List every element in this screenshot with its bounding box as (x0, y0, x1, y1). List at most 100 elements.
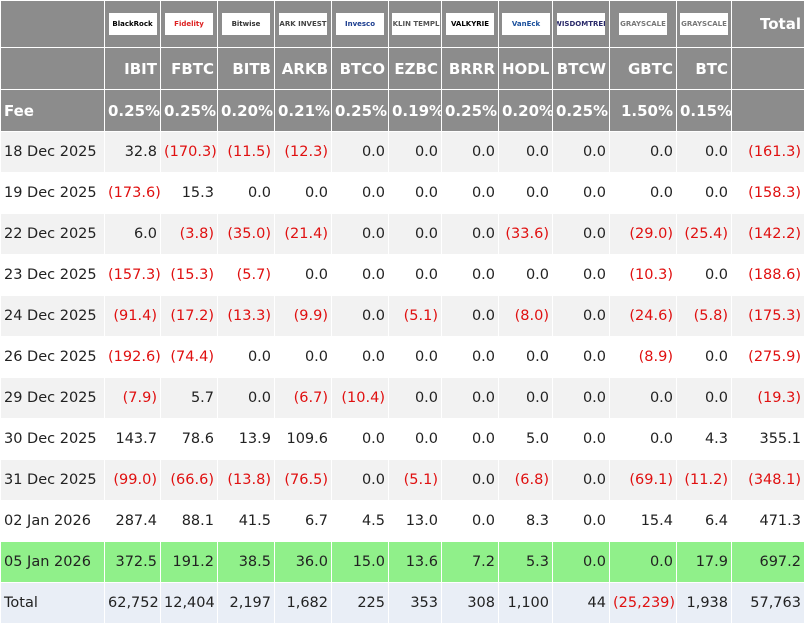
date: 23 Dec 2025 (0, 254, 105, 296)
flow-value: 13.9 (217, 418, 275, 460)
ticker: FBTC (160, 47, 218, 90)
flow-value: 0.0 (331, 131, 389, 173)
logo-row: BlackRock Fidelity Bitwise ARK INVEST Invesc… (0, 0, 804, 48)
logo-cell: WISDOMTREE (552, 0, 610, 48)
flow-value: 57,763 (731, 582, 804, 624)
flow-value: 0.0 (441, 254, 499, 296)
flow-value: 225 (331, 582, 389, 624)
flow-value: 0.0 (498, 336, 553, 378)
corner-cell (0, 0, 105, 48)
flow-value: (13.3) (217, 295, 275, 337)
flow-value: 0.0 (388, 418, 442, 460)
flow-value: 0.0 (388, 377, 442, 419)
flow-value: (91.4) (104, 295, 161, 337)
flow-value: 0.0 (676, 336, 732, 378)
flow-value: (5.7) (217, 254, 275, 296)
flow-value: 0.0 (441, 131, 499, 173)
flow-value: (6.7) (274, 377, 332, 419)
flow-value: (24.6) (609, 295, 677, 337)
flow-value: (99.0) (104, 459, 161, 501)
fee: 0.20% (217, 89, 275, 132)
flow-value: 471.3 (731, 500, 804, 542)
flow-value: 0.0 (552, 172, 610, 214)
flow-value: 0.0 (331, 295, 389, 337)
data-row: 19 Dec 2025 (173.6) 15.3 0.0 0.0 0.0 0.0 0.0 0.0… (0, 172, 804, 214)
flow-value: (8.9) (609, 336, 677, 378)
fee: 0.25% (441, 89, 499, 132)
flow-value: (158.3) (731, 172, 804, 214)
data-row: 02 Jan 2026 287.4 88.1 41.5 6.7 4.5 13.0 0.0 8.3… (0, 500, 804, 542)
logo-cell: Fidelity (160, 0, 218, 48)
flow-value: 0.0 (552, 254, 610, 296)
flow-value: 0.0 (552, 213, 610, 255)
flow-value: 17.9 (676, 541, 732, 583)
ticker: GBTC (609, 47, 677, 90)
fee-label: Fee (0, 89, 105, 132)
fee: 0.25% (104, 89, 161, 132)
blank-cell (731, 89, 804, 132)
flow-value: 0.0 (441, 459, 499, 501)
blank-cell (731, 47, 804, 90)
flow-value: (188.6) (731, 254, 804, 296)
flow-value: (10.3) (609, 254, 677, 296)
flow-value: (5.1) (388, 295, 442, 337)
flow-value: 4.3 (676, 418, 732, 460)
logo-cell: FRANKLIN TEMPLETON (388, 0, 442, 48)
flow-value: 0.0 (331, 418, 389, 460)
flow-value: (13.8) (217, 459, 275, 501)
flow-value: 0.0 (676, 172, 732, 214)
flow-value: 143.7 (104, 418, 161, 460)
flow-value: 0.0 (552, 418, 610, 460)
flow-value: 0.0 (388, 131, 442, 173)
fund-logo: GRAYSCALE (619, 13, 667, 35)
data-row: 24 Dec 2025 (91.4) (17.2) (13.3) (9.9) 0.0 (5.… (0, 295, 804, 337)
data-row: 23 Dec 2025 (157.3) (15.3) (5.7) 0.0 0.0 0.0 0.… (0, 254, 804, 296)
flow-value: (7.9) (104, 377, 161, 419)
flow-value: 308 (441, 582, 499, 624)
date: 31 Dec 2025 (0, 459, 105, 501)
flow-value: 7.2 (441, 541, 499, 583)
flow-value: 0.0 (441, 418, 499, 460)
flow-value: 6.7 (274, 500, 332, 542)
flow-value: 5.3 (498, 541, 553, 583)
flow-value: (15.3) (160, 254, 218, 296)
flow-value: 0.0 (331, 213, 389, 255)
flow-value: 0.0 (609, 541, 677, 583)
flow-value: 0.0 (676, 377, 732, 419)
flow-value: 0.0 (331, 336, 389, 378)
flow-value: 44 (552, 582, 610, 624)
flow-value: 0.0 (441, 336, 499, 378)
fund-logo: VanEck (502, 13, 550, 35)
date: 05 Jan 2026 (0, 541, 105, 583)
flow-value: 0.0 (498, 172, 553, 214)
flow-value: 6.0 (104, 213, 161, 255)
flow-value: 4.5 (331, 500, 389, 542)
flow-value: 41.5 (217, 500, 275, 542)
data-row: 26 Dec 2025 (192.6) (74.4) 0.0 0.0 0.0 0.0 0.0 0… (0, 336, 804, 378)
date: 29 Dec 2025 (0, 377, 105, 419)
flow-value: 0.0 (676, 131, 732, 173)
flow-value: 13.6 (388, 541, 442, 583)
flow-value: (3.8) (160, 213, 218, 255)
flow-value: (29.0) (609, 213, 677, 255)
flow-value: (348.1) (731, 459, 804, 501)
flow-value: 1,682 (274, 582, 332, 624)
flow-value: 6.4 (676, 500, 732, 542)
flow-value: 0.0 (676, 254, 732, 296)
data-row: 22 Dec 2025 6.0 (3.8) (35.0) (21.4) 0.0 0.0 0.0… (0, 213, 804, 255)
fund-logo: Invesco (336, 13, 384, 35)
total-header: Total (731, 0, 804, 48)
flow-value: 0.0 (441, 500, 499, 542)
flow-value: (175.3) (731, 295, 804, 337)
flow-value: (275.9) (731, 336, 804, 378)
flow-value: 15.4 (609, 500, 677, 542)
flow-value: 0.0 (552, 500, 610, 542)
fund-logo: FRANKLIN TEMPLETON (392, 13, 440, 35)
flow-value: (69.1) (609, 459, 677, 501)
flow-value: (173.6) (104, 172, 161, 214)
flow-value: 0.0 (388, 254, 442, 296)
flow-value: 0.0 (441, 172, 499, 214)
date: 19 Dec 2025 (0, 172, 105, 214)
date: 30 Dec 2025 (0, 418, 105, 460)
